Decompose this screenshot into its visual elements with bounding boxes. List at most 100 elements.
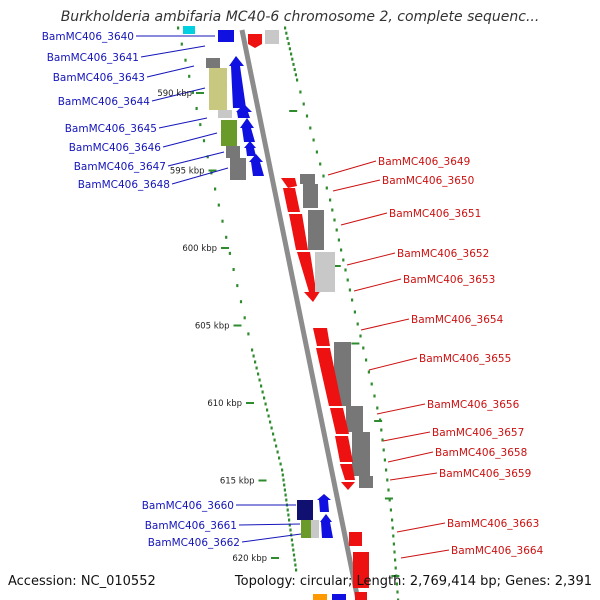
scale-dot xyxy=(269,420,272,424)
scale-dot xyxy=(202,139,206,143)
gene-feature[interactable] xyxy=(249,154,264,176)
scale-dot xyxy=(362,346,365,350)
gene-label[interactable]: BamMC406_3663 xyxy=(447,518,539,530)
gene-feature[interactable] xyxy=(248,34,262,48)
gene-label[interactable]: BamMC406_3651 xyxy=(389,208,481,220)
gene-feature[interactable] xyxy=(320,514,333,538)
scale-dot xyxy=(263,396,266,400)
cog-feature[interactable] xyxy=(300,174,315,184)
scale-dot xyxy=(373,394,376,398)
gene-feature[interactable] xyxy=(316,348,342,406)
scale-dot xyxy=(294,563,297,567)
cog-feature[interactable] xyxy=(315,252,335,292)
scale-dot xyxy=(275,444,278,448)
gene-label[interactable]: BamMC406_3658 xyxy=(435,447,527,459)
gene-label[interactable]: BamMC406_3662 xyxy=(148,537,240,549)
scale-dot xyxy=(221,219,224,223)
gene-feature[interactable] xyxy=(283,188,300,212)
cog-feature[interactable] xyxy=(311,520,319,538)
scale-dot xyxy=(291,543,294,547)
cog-feature[interactable] xyxy=(352,432,370,476)
gene-label[interactable]: BamMC406_3664 xyxy=(451,545,544,557)
gene-label[interactable]: BamMC406_3655 xyxy=(419,353,511,365)
gene-features xyxy=(183,26,373,600)
cog-feature[interactable] xyxy=(297,500,313,520)
cog-feature[interactable] xyxy=(308,210,324,250)
gene-feature[interactable] xyxy=(313,328,330,346)
gene-label[interactable]: BamMC406_3652 xyxy=(397,248,489,260)
gene-feature[interactable] xyxy=(281,178,297,188)
cog-feature[interactable] xyxy=(359,476,373,488)
scale-dot xyxy=(257,372,260,376)
cog-feature[interactable] xyxy=(301,520,311,538)
gene-label[interactable]: BamMC406_3660 xyxy=(142,500,234,512)
scale-dot xyxy=(239,300,243,304)
gene-feature[interactable] xyxy=(229,56,246,108)
scale-dot xyxy=(315,150,318,154)
gene-feature[interactable] xyxy=(240,118,255,142)
gene-feature[interactable] xyxy=(340,464,355,480)
gene-label[interactable]: BamMC406_3644 xyxy=(58,96,151,108)
scale-dot xyxy=(273,438,276,442)
topology-text: Topology: circular; Length: 2,769,414 bp… xyxy=(234,574,592,589)
chromosome-backbone xyxy=(239,29,361,600)
gene-feature[interactable] xyxy=(244,141,256,156)
cog-feature[interactable] xyxy=(226,146,240,158)
gene-feature[interactable] xyxy=(236,104,252,118)
scale-dot xyxy=(351,298,354,302)
scale-dot xyxy=(254,360,257,364)
cog-feature[interactable] xyxy=(209,68,227,110)
cog-feature[interactable] xyxy=(230,158,246,180)
scale-dot xyxy=(302,102,305,106)
gene-label[interactable]: BamMC406_3650 xyxy=(382,175,474,187)
gene-label[interactable]: BamMC406_3657 xyxy=(432,427,524,439)
scale-dot xyxy=(365,358,368,362)
gene-label[interactable]: BamMC406_3661 xyxy=(145,520,237,532)
label-leader xyxy=(353,278,402,292)
gene-feature[interactable] xyxy=(349,532,362,546)
label-leader xyxy=(346,252,396,266)
gene-label[interactable]: BamMC406_3645 xyxy=(65,123,157,135)
label-leader xyxy=(140,45,206,58)
cog-feature[interactable] xyxy=(218,110,232,118)
gene-feature[interactable] xyxy=(183,26,195,34)
gene-label[interactable]: BamMC406_3648 xyxy=(78,179,170,191)
cog-feature[interactable] xyxy=(313,594,327,600)
gene-label[interactable]: BamMC406_3641 xyxy=(47,52,139,64)
gene-label[interactable]: BamMC406_3656 xyxy=(427,399,520,411)
scale-dot xyxy=(382,448,385,452)
gene-label[interactable]: BamMC406_3646 xyxy=(69,142,162,154)
cog-feature[interactable] xyxy=(265,30,279,44)
scale-dot xyxy=(333,218,336,222)
gene-feature[interactable] xyxy=(330,408,349,434)
gene-feature[interactable] xyxy=(317,494,331,512)
scale-dot xyxy=(286,508,289,512)
gene-label[interactable]: BamMC406_3647 xyxy=(74,161,166,173)
gene-label[interactable]: BamMC406_3640 xyxy=(42,31,134,43)
gene-feature[interactable] xyxy=(335,436,353,462)
gene-feature[interactable] xyxy=(218,30,234,42)
gene-feature[interactable] xyxy=(341,482,355,490)
gene-feature[interactable] xyxy=(353,552,369,588)
gene-feature[interactable] xyxy=(289,214,308,250)
accession-text: Accession: NC_010552 xyxy=(8,574,156,589)
gene-label[interactable]: BamMC406_3659 xyxy=(439,468,531,480)
gene-feature[interactable] xyxy=(332,594,346,600)
cog-feature[interactable] xyxy=(303,184,318,208)
scale-dot xyxy=(376,406,379,410)
scale-dot xyxy=(291,57,294,61)
scale-dot xyxy=(287,42,290,46)
gene-label[interactable]: BamMC406_3654 xyxy=(411,314,504,326)
scale-dot xyxy=(337,238,340,242)
scale-dot xyxy=(353,310,356,314)
gene-label[interactable]: BamMC406_3653 xyxy=(403,274,495,286)
cog-feature[interactable] xyxy=(206,58,220,68)
scale-dot xyxy=(388,498,391,502)
cog-feature[interactable] xyxy=(346,406,363,432)
gene-feature[interactable] xyxy=(355,592,367,600)
label-leader xyxy=(360,318,410,331)
gene-label[interactable]: BamMC406_3649 xyxy=(378,156,470,168)
gene-label[interactable]: BamMC406_3643 xyxy=(53,72,145,84)
scale-dot xyxy=(286,36,289,40)
cog-feature[interactable] xyxy=(221,120,237,146)
